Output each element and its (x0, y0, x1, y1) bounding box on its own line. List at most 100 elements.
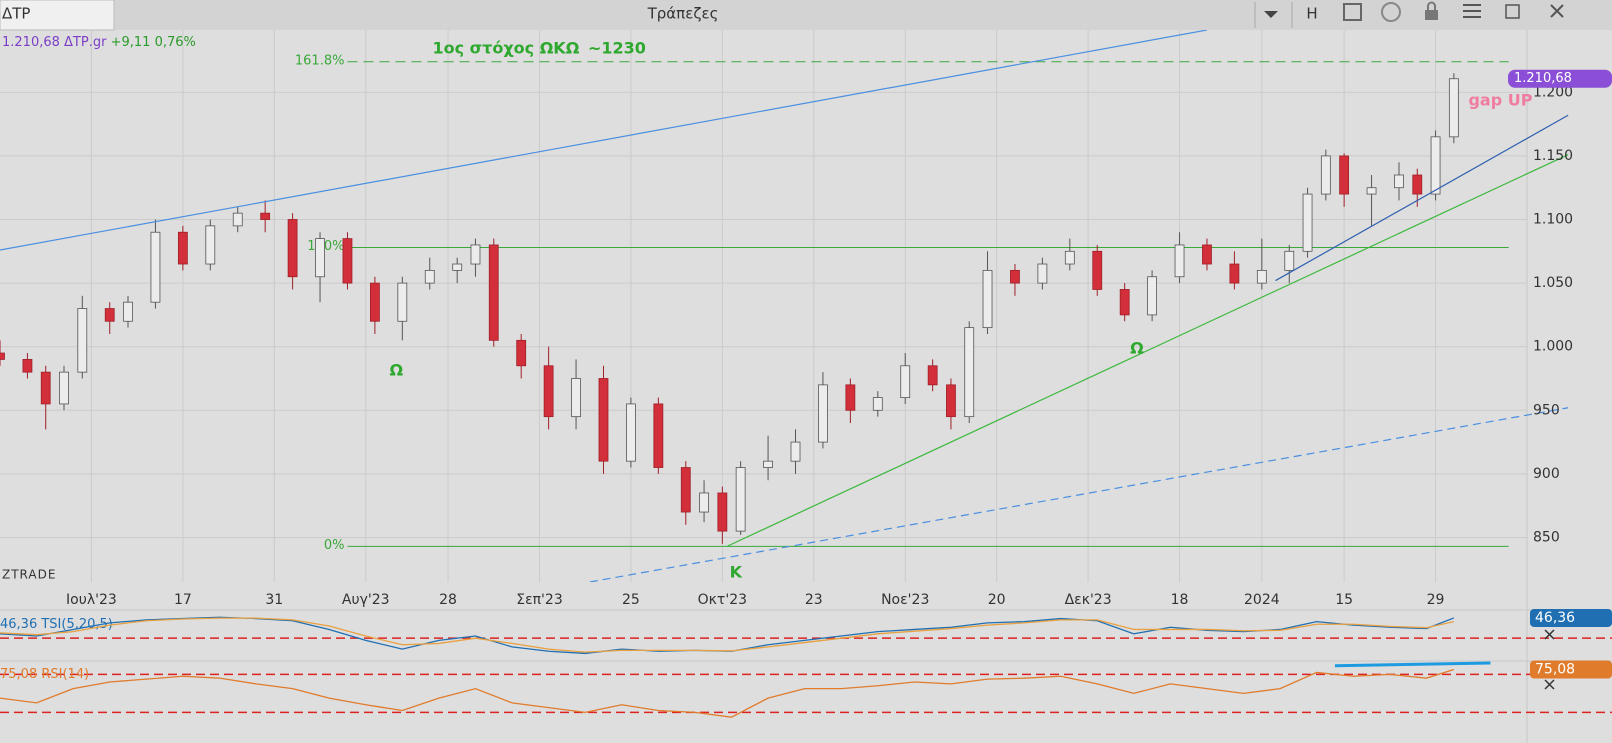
close-button[interactable] (1550, 4, 1564, 18)
comment-button[interactable] (1381, 2, 1401, 22)
lock-button[interactable] (1425, 10, 1438, 20)
candle-body (424, 269, 435, 284)
candle-body (982, 269, 993, 329)
restore-button[interactable] (1505, 4, 1520, 19)
candle-body (1302, 193, 1313, 252)
fib-label: 161.8% (295, 53, 345, 68)
candle-body (598, 378, 609, 462)
window-title: Τράπεζες (647, 5, 719, 23)
candle-body (232, 212, 243, 227)
candle-body (946, 384, 956, 418)
candle-body (1147, 276, 1158, 316)
candle-body (22, 359, 33, 373)
annotation: K (730, 563, 743, 582)
dropdown[interactable] (1264, 11, 1278, 18)
trendline (726, 154, 1569, 547)
value-badge-label: 75,08 (1535, 662, 1575, 678)
candle-body (900, 365, 911, 398)
info-change: +9,11 (111, 35, 151, 50)
x-tick-label: 20 (988, 592, 1006, 608)
candle-body (260, 212, 271, 220)
value-badge (1530, 660, 1612, 679)
trendline (1275, 114, 1569, 282)
candle-body (1119, 289, 1130, 316)
candle-body (369, 282, 380, 322)
x-tick-label: 2024 (1244, 592, 1280, 608)
x-tick-label: Σεπ'23 (516, 592, 563, 608)
candle-body (1092, 250, 1103, 290)
candle-body (1202, 244, 1212, 265)
info-price: 1.210,68 (2, 35, 60, 50)
overlay: 850 900 950 1.000 1.050 1.100 1.150 1.200 Ιουλ'2… (2, 35, 1612, 608)
symbol-tab[interactable] (0, 0, 115, 31)
x-tick-label: Οκτ'23 (698, 592, 747, 608)
candle-body (927, 365, 938, 386)
x-tick-label: 17 (174, 592, 192, 608)
annotation: ~1230 (588, 39, 646, 58)
fib-label: 100% (307, 239, 344, 254)
candle-body (287, 219, 298, 278)
y-tick-label: 850 (1533, 529, 1560, 545)
candle-body (1320, 155, 1331, 195)
candle-body (488, 244, 499, 341)
candle-body (1394, 174, 1404, 189)
legend-value: 75,08 (0, 667, 37, 682)
y-tick-label: 1.000 (1533, 339, 1573, 355)
candle-body (452, 263, 463, 271)
candle-body (470, 244, 481, 265)
x-tick-label: Αυγ'23 (342, 592, 390, 608)
h-button[interactable]: H (1306, 5, 1317, 23)
candle-body (964, 327, 975, 418)
candle-body (717, 492, 728, 532)
candle-body (845, 384, 856, 411)
close-panel (1544, 629, 1555, 640)
candle-body (1339, 155, 1350, 195)
candle-body (790, 441, 801, 462)
y-tick-label: 1.100 (1533, 212, 1573, 228)
info-change-pct: 0,76% (155, 35, 196, 50)
indicator-line (0, 617, 1454, 653)
menu-button[interactable] (1463, 4, 1481, 18)
candle-body (150, 231, 161, 303)
candle-body (1229, 263, 1240, 284)
x-tick-label: 23 (805, 592, 823, 608)
x-tick-label: Δεκ'23 (1065, 592, 1112, 608)
candle-body (626, 403, 636, 462)
candle-body (1430, 136, 1441, 195)
candle-body (680, 467, 691, 513)
toolbar (0, 0, 1612, 30)
candle-body (1284, 250, 1295, 271)
y-tick-label: 1.200 (1533, 84, 1573, 100)
candle-body (1010, 269, 1020, 284)
trendline (0, 30, 1208, 251)
x-tick-label: Νοε'23 (881, 592, 929, 608)
x-tick-label: Ιουλ'23 (66, 592, 117, 608)
candle-body (1037, 263, 1048, 284)
candle-body (653, 403, 664, 468)
candle-body (397, 282, 408, 322)
candle-body (1366, 187, 1377, 195)
candle-body (1256, 269, 1267, 284)
candle-body (315, 238, 325, 278)
layout-button[interactable] (1343, 3, 1362, 21)
indicator-legend: 75,08 RSI(14) (0, 667, 89, 682)
x-tick-label: 28 (439, 592, 457, 608)
candle-body (516, 339, 527, 367)
lock-shackle (1427, 1, 1436, 10)
info-symbol: ΔΤΡ.gr (64, 35, 107, 50)
indicator-legend: 46,36 TSI(5,20,5) (0, 617, 113, 632)
candle-body (123, 301, 133, 322)
x-tick-label: 18 (1171, 592, 1189, 608)
candle-body (763, 460, 773, 468)
candle-body (818, 384, 828, 443)
candle-body (571, 378, 581, 418)
indicator-line (1334, 661, 1491, 668)
value-badge-label: 46,36 (1535, 610, 1575, 626)
candle-body (543, 365, 554, 418)
close-panel (1544, 679, 1555, 690)
watermark: ZTRADE (2, 568, 56, 582)
x-tick-label: 29 (1427, 592, 1445, 608)
